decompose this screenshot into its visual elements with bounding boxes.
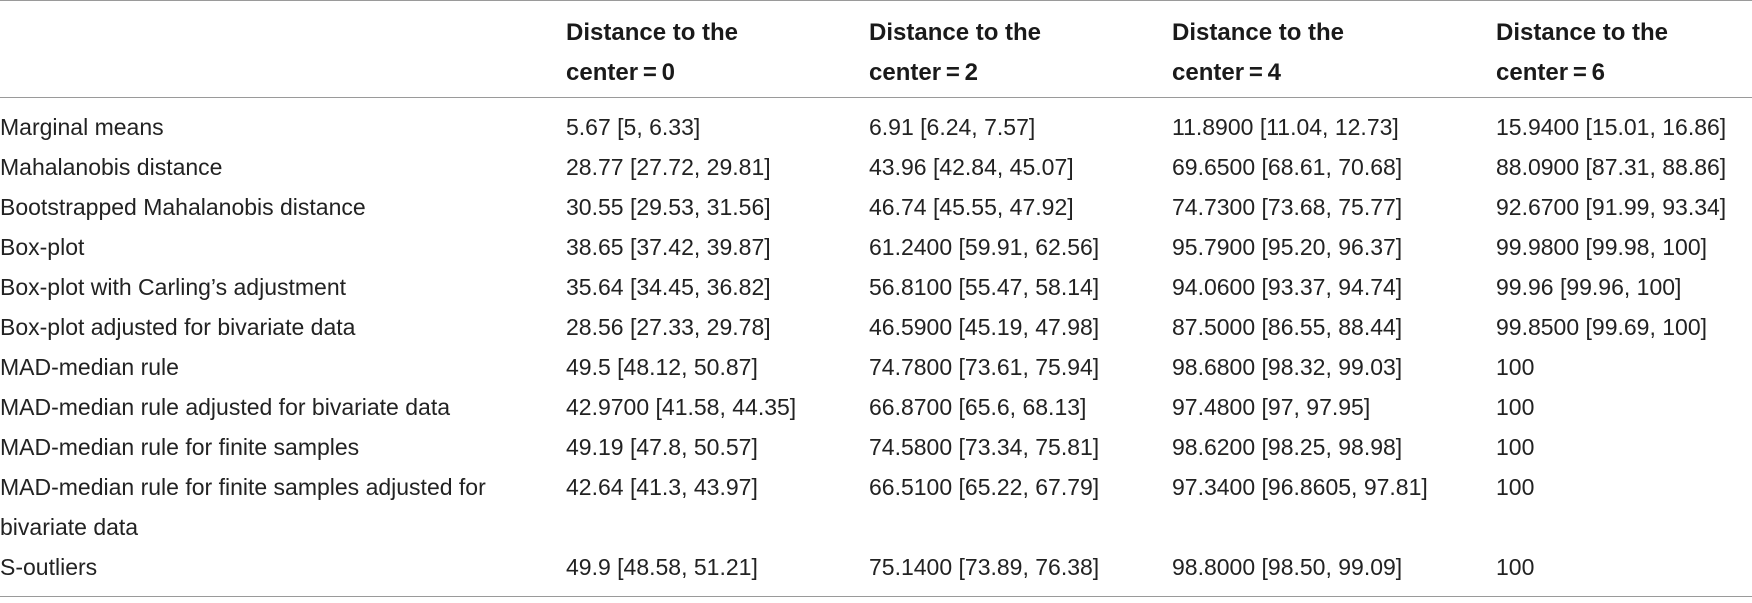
value-cell: 95.7900 [95.20, 96.37] [1172, 234, 1403, 260]
header-cell-distance-6: Distance to the center = 6 [1496, 1, 1752, 98]
header-line: center = 4 [1172, 59, 1282, 86]
value-cell: 97.4800 [97, 97.95] [1172, 394, 1371, 420]
value-cell: 56.8100 [55.47, 58.14] [869, 274, 1100, 300]
table-row: MAD-median rule for finite samples 49.19 … [0, 427, 1752, 467]
table-row: Bootstrapped Mahalanobis distance 30.55 [… [0, 187, 1752, 227]
value-cell: 49.9 [48.58, 51.21] [566, 554, 758, 580]
header-cell-distance-4: Distance to the center = 4 [1172, 1, 1496, 98]
value-cell: 100 [1496, 354, 1535, 380]
value-cell: 38.65 [37.42, 39.87] [566, 234, 771, 260]
header-line: Distance to the [869, 19, 1042, 46]
table-header: Distance to the center = 0 Distance to t… [0, 0, 1752, 98]
value-cell: 98.6200 [98.25, 98.98] [1172, 434, 1403, 460]
value-cell: 100 [1496, 554, 1535, 580]
value-cell: 88.0900 [87.31, 88.86] [1496, 154, 1727, 180]
value-cell: 46.5900 [45.19, 47.98] [869, 314, 1100, 340]
header-line: center = 0 [566, 59, 676, 86]
row-label: Marginal means [0, 114, 164, 140]
table-body: Marginal means 5.67 [5, 6.33] 6.91 [6.24, … [0, 98, 1752, 597]
header-cell-distance-2: Distance to the center = 2 [869, 1, 1172, 98]
header-cell-method [0, 1, 566, 98]
table-row: Mahalanobis distance 28.77 [27.72, 29.81]… [0, 147, 1752, 187]
header-line: Distance to the [1496, 19, 1669, 46]
value-cell: 15.9400 [15.01, 16.86] [1496, 114, 1727, 140]
value-cell: 42.64 [41.3, 43.97] [566, 474, 758, 500]
value-cell: 49.19 [47.8, 50.57] [566, 434, 758, 460]
value-cell: 97.3400 [96.8605, 97.81] [1172, 474, 1428, 500]
table-row: MAD-median rule for finite samples adjus… [0, 467, 1752, 547]
table-row: Marginal means 5.67 [5, 6.33] 6.91 [6.24, … [0, 98, 1752, 148]
table-row: MAD-median rule 49.5 [48.12, 50.87] 74.780… [0, 347, 1752, 387]
value-cell: 75.1400 [73.89, 76.38] [869, 554, 1100, 580]
value-cell: 43.96 [42.84, 45.07] [869, 154, 1074, 180]
value-cell: 99.96 [99.96, 100] [1496, 274, 1682, 300]
row-label: Mahalanobis distance [0, 154, 223, 180]
table-row: Box-plot 38.65 [37.42, 39.87] 61.2400 [59.… [0, 227, 1752, 267]
row-label: MAD-median rule [0, 354, 179, 380]
header-line: center = 2 [869, 59, 979, 86]
row-label: MAD-median rule for finite samples adjus… [0, 474, 486, 540]
value-cell: 87.5000 [86.55, 88.44] [1172, 314, 1403, 340]
table-row: Box-plot adjusted for bivariate data 28.5… [0, 307, 1752, 347]
row-label: MAD-median rule for finite samples [0, 434, 360, 460]
table-row: S-outliers 49.9 [48.58, 51.21] 75.1400 [73… [0, 547, 1752, 597]
row-label: MAD-median rule adjusted for bivariate d… [0, 394, 451, 420]
value-cell: 46.74 [45.55, 47.92] [869, 194, 1074, 220]
value-cell: 5.67 [5, 6.33] [566, 114, 701, 140]
value-cell: 11.8900 [11.04, 12.73] [1172, 114, 1399, 140]
value-cell: 98.6800 [98.32, 99.03] [1172, 354, 1403, 380]
value-cell: 42.9700 [41.58, 44.35] [566, 394, 797, 420]
value-cell: 35.64 [34.45, 36.82] [566, 274, 771, 300]
header-row: Distance to the center = 0 Distance to t… [0, 0, 1752, 98]
value-cell: 99.9800 [99.98, 100] [1496, 234, 1708, 260]
header-line: center = 6 [1496, 59, 1606, 86]
row-label: Box-plot [0, 234, 85, 260]
row-label: S-outliers [0, 554, 98, 580]
value-cell: 92.6700 [91.99, 93.34] [1496, 194, 1727, 220]
value-cell: 28.56 [27.33, 29.78] [566, 314, 771, 340]
table-row: MAD-median rule adjusted for bivariate d… [0, 387, 1752, 427]
value-cell: 100 [1496, 434, 1535, 460]
header-line: Distance to the [1172, 19, 1345, 46]
value-cell: 30.55 [29.53, 31.56] [566, 194, 771, 220]
header-line: Distance to the [566, 19, 739, 46]
value-cell: 100 [1496, 394, 1535, 420]
value-cell: 100 [1496, 474, 1535, 500]
value-cell: 66.5100 [65.22, 67.79] [869, 474, 1100, 500]
table-row: Box-plot with Carling’s adjustment 35.64 … [0, 267, 1752, 307]
row-label: Bootstrapped Mahalanobis distance [0, 194, 366, 220]
value-cell: 28.77 [27.72, 29.81] [566, 154, 771, 180]
value-cell: 94.0600 [93.37, 94.74] [1172, 274, 1403, 300]
value-cell: 98.8000 [98.50, 99.09] [1172, 554, 1403, 580]
value-cell: 6.91 [6.24, 7.57] [869, 114, 1036, 140]
row-label: Box-plot adjusted for bivariate data [0, 314, 356, 340]
value-cell: 99.8500 [99.69, 100] [1496, 314, 1708, 340]
row-label: Box-plot with Carling’s adjustment [0, 274, 347, 300]
header-cell-distance-0: Distance to the center = 0 [566, 1, 869, 98]
value-cell: 49.5 [48.12, 50.87] [566, 354, 758, 380]
value-cell: 69.6500 [68.61, 70.68] [1172, 154, 1403, 180]
value-cell: 66.8700 [65.6, 68.13] [869, 394, 1087, 420]
value-cell: 74.7800 [73.61, 75.94] [869, 354, 1100, 380]
value-cell: 74.5800 [73.34, 75.81] [869, 434, 1100, 460]
value-cell: 74.7300 [73.68, 75.77] [1172, 194, 1403, 220]
value-cell: 61.2400 [59.91, 62.56] [869, 234, 1100, 260]
